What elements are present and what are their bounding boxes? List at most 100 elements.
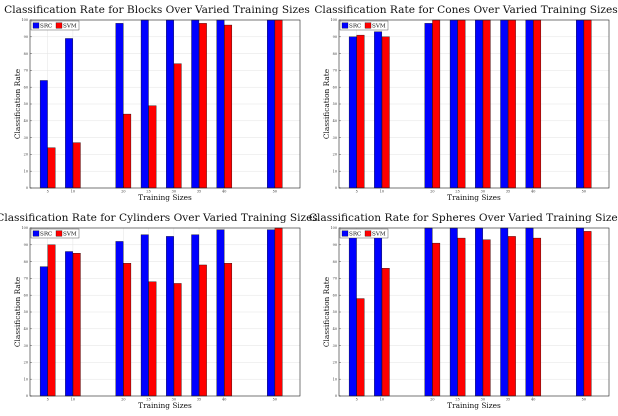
- legend: SRC SVM: [30, 20, 80, 31]
- legend-label-src: SRC: [349, 232, 361, 238]
- y-tick-label: 100: [22, 18, 28, 22]
- bar-src: [166, 236, 174, 397]
- y-tick-label: 30: [24, 344, 28, 348]
- y-tick-label: 50: [333, 310, 337, 314]
- bar-src: [140, 19, 149, 189]
- legend-swatch-src: [341, 22, 349, 29]
- x-tick-label: 40: [531, 190, 535, 194]
- legend: SRC SVM: [30, 228, 80, 239]
- chart-svg: Classification Rate for Cylinders Over V…: [0, 212, 318, 410]
- legend-swatch-src: [32, 22, 40, 29]
- x-axis-label: Training Sizes: [447, 401, 501, 410]
- legend-label-src: SRC: [349, 24, 361, 30]
- bar-src: [576, 227, 584, 397]
- bar-src: [500, 227, 509, 397]
- plot-frame: [29, 227, 301, 397]
- x-tick-label: 50: [273, 398, 277, 402]
- y-tick-label: 60: [24, 293, 28, 297]
- bar-svm: [72, 142, 81, 189]
- y-tick-label: 100: [331, 18, 337, 22]
- bar-svm: [224, 24, 233, 189]
- y-tick-label: 10: [24, 377, 28, 381]
- y-tick-label: 60: [333, 293, 337, 297]
- bar-src: [65, 38, 73, 189]
- bar-src: [424, 23, 433, 189]
- y-tick-label: 100: [22, 226, 28, 230]
- bar-src: [374, 231, 382, 397]
- legend-label-svm: SVM: [372, 232, 386, 238]
- x-tick-label: 50: [582, 190, 586, 194]
- bar-src: [267, 19, 275, 189]
- bar-svm: [274, 19, 283, 189]
- legend-box: [30, 228, 80, 239]
- bar-src: [374, 31, 382, 189]
- y-tick-label: 10: [24, 169, 28, 173]
- x-tick-label: 25: [146, 398, 150, 402]
- x-tick-label: 40: [222, 190, 226, 194]
- bar-src: [216, 229, 225, 397]
- y-tick-label: 70: [24, 277, 28, 281]
- bar-src: [424, 227, 433, 397]
- x-tick-label: 20: [430, 190, 434, 194]
- y-tick-label: 80: [24, 52, 28, 56]
- x-tick-label: 35: [197, 190, 201, 194]
- legend-label-svm: SVM: [63, 232, 77, 238]
- chart-title: Classification Rate for Cylinders Over V…: [0, 212, 318, 224]
- plot-frame: [338, 19, 610, 189]
- chart-title: Classification Rate for Spheres Over Var…: [309, 212, 618, 224]
- legend-label-src: SRC: [40, 24, 52, 30]
- bar-src: [348, 232, 357, 397]
- x-tick-label: 30: [172, 398, 176, 402]
- y-tick-label: 30: [24, 136, 28, 140]
- y-axis-label: Classification Rate: [13, 69, 22, 139]
- bar-src: [216, 19, 225, 189]
- x-tick-label: 30: [172, 190, 176, 194]
- chart-panel-cones: Classification Rate for Cones Over Varie…: [309, 0, 618, 208]
- y-tick-label: 20: [333, 153, 337, 157]
- bar-src: [449, 227, 458, 397]
- bar-svm: [381, 36, 390, 189]
- x-tick-label: 20: [121, 190, 125, 194]
- y-tick-label: 40: [24, 327, 28, 331]
- bar-src: [475, 19, 483, 189]
- bar-svm: [533, 19, 542, 189]
- chart-title: Classification Rate for Blocks Over Vari…: [4, 4, 310, 16]
- bar-src: [115, 241, 124, 397]
- bar-src: [267, 229, 275, 397]
- bar-src: [525, 227, 534, 397]
- plot-frame: [29, 19, 301, 189]
- chart-svg: Classification Rate for Blocks Over Vari…: [4, 4, 310, 202]
- bar-svm: [432, 242, 441, 397]
- legend-box: [30, 20, 80, 31]
- y-tick-label: 70: [24, 69, 28, 73]
- bar-src: [191, 234, 200, 397]
- bar-svm: [381, 268, 390, 397]
- legend-swatch-svm: [364, 230, 372, 237]
- x-tick-label: 5: [356, 190, 358, 194]
- bar-svm: [533, 237, 542, 397]
- x-tick-label: 50: [273, 190, 277, 194]
- y-tick-label: 90: [24, 243, 28, 247]
- x-tick-label: 35: [506, 190, 510, 194]
- bar-svm: [583, 19, 592, 189]
- x-tick-label: 20: [121, 398, 125, 402]
- y-tick-label: 90: [333, 35, 337, 39]
- y-tick-label: 70: [333, 69, 337, 73]
- y-tick-label: 20: [24, 153, 28, 157]
- bar-src: [140, 234, 149, 397]
- bar-svm: [457, 237, 466, 397]
- bar-src: [525, 19, 534, 189]
- bar-svm: [47, 147, 56, 189]
- legend-swatch-src: [32, 230, 40, 237]
- y-tick-label: 80: [333, 52, 337, 56]
- legend-swatch-src: [341, 230, 349, 237]
- bar-svm: [148, 105, 157, 189]
- chart-title: Classification Rate for Cones Over Varie…: [314, 4, 617, 16]
- legend: SRC SVM: [339, 20, 389, 31]
- x-tick-label: 35: [506, 398, 510, 402]
- legend-label-svm: SVM: [372, 24, 386, 30]
- bar-svm: [274, 227, 283, 397]
- bar-svm: [356, 34, 365, 189]
- legend-swatch-svm: [364, 22, 372, 29]
- y-tick-label: 90: [24, 35, 28, 39]
